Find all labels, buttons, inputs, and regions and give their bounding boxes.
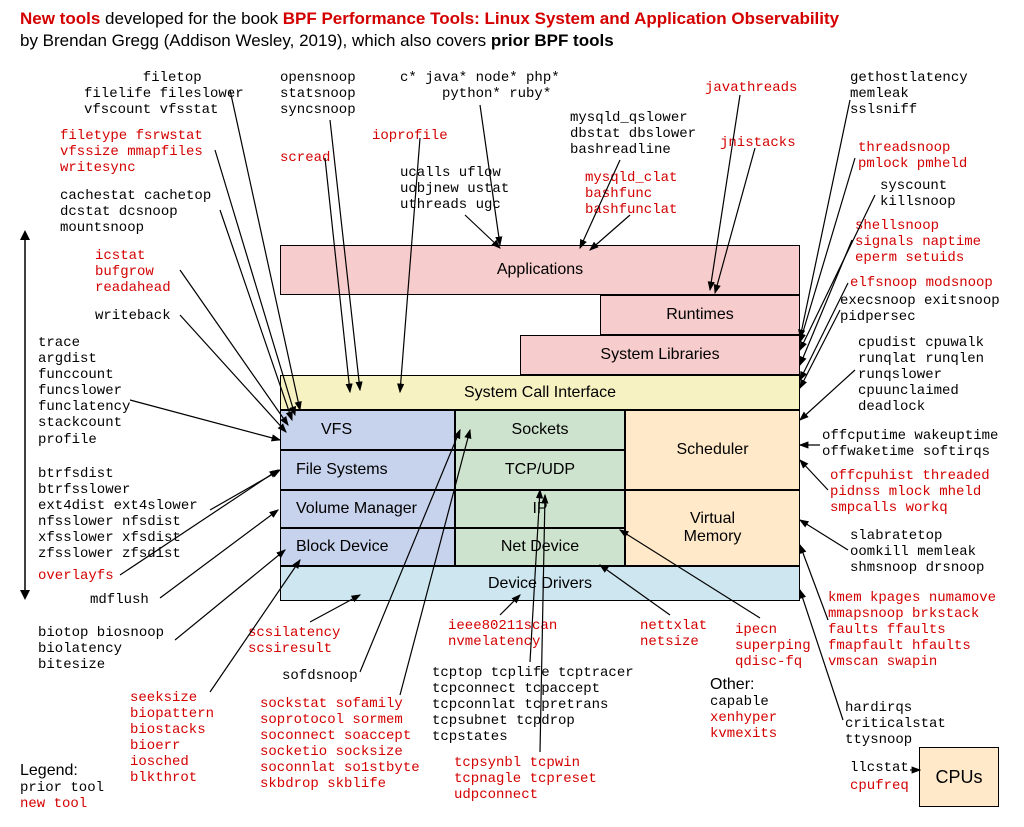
t-gethost: gethostlatency memleak sslsniff [850, 70, 968, 118]
header: New tools developed for the book BPF Per… [20, 8, 1004, 52]
t-ieee: ieee80211scan nvmelatency [448, 618, 557, 650]
lbl-sockets: Sockets [512, 421, 569, 439]
t-mdflush: mdflush [90, 592, 149, 608]
t-writeback: writeback [95, 308, 171, 324]
hdr-mid: developed for the book [100, 9, 282, 28]
t-overlayfs: overlayfs [38, 568, 114, 584]
other-xenhyper: xenhyper [710, 710, 777, 726]
t-execsnoop: execsnoop exitsnoop pidpersec [840, 293, 1000, 325]
box-blkdev: Block Device [280, 528, 455, 566]
t-sofdsnoop: sofdsnoop [282, 668, 358, 684]
t-javathreads: javathreads [705, 80, 797, 96]
t-scread: scread [280, 150, 330, 166]
lbl-ip: IP [532, 500, 547, 518]
hdr-book: BPF Performance Tools: Linux System and … [283, 9, 839, 28]
t-filetop: filetop filelife fileslower vfscount vfs… [84, 70, 244, 118]
box-syslib: System Libraries [520, 335, 800, 375]
t-sockstat: sockstat sofamily soprotocol sormem soco… [260, 696, 420, 793]
t-ioprofile: ioprofile [372, 128, 448, 144]
t-tcpsynbl: tcpsynbl tcpwin tcpnagle tcpreset udpcon… [454, 755, 597, 803]
lbl-syscall: System Call Interface [464, 384, 616, 402]
t-filetype: filetype fsrwstat vfssize mmapfiles writ… [60, 128, 203, 176]
t-mysqldclat: mysqld_clat bashfunc bashfunclat [585, 170, 677, 218]
t-kmem: kmem kpages numamove mmapsnoop brkstack … [828, 590, 996, 670]
vertical-span-arrow [18, 230, 28, 600]
box-runtimes: Runtimes [600, 295, 800, 335]
box-scheduler: Scheduler [625, 410, 800, 490]
lbl-cpus: CPUs [935, 767, 982, 788]
box-tcpudp: TCP/UDP [455, 450, 625, 490]
box-syscall: System Call Interface [280, 375, 800, 410]
t-seeksize: seeksize biopattern biostacks bioerr ios… [130, 690, 214, 787]
other-capable: capable [710, 694, 777, 710]
t-mysqld: mysqld_qslower dbstat dbslower bashreadl… [570, 110, 696, 158]
legend-title: Legend: [20, 762, 104, 780]
other-title: Other: [710, 676, 777, 694]
t-cpudist: cpudist cpuwalk runqlat runqlen runqslow… [858, 335, 984, 415]
t-biotop: biotop biosnoop biolatency bitesize [38, 625, 164, 673]
lbl-drivers: Device Drivers [488, 575, 592, 593]
t-cpufreq: cpufreq [850, 778, 909, 794]
box-netdev: Net Device [455, 528, 625, 566]
other-block: Other: capable xenhyper kvmexits [710, 676, 777, 742]
t-ipecn: ipecn superping qdisc-fq [735, 622, 811, 670]
t-offcputime: offcputime wakeuptime offwaketime softir… [822, 428, 998, 460]
t-btrfs: btrfsdist btrfsslower ext4dist ext4slowe… [38, 466, 198, 563]
t-shellsnoop: shellsnoop signals naptime eperm setuids [855, 218, 981, 266]
t-hardirqs: hardirqs criticalstat ttysnoop [845, 700, 946, 748]
t-scsi: scsilatency scsiresult [248, 625, 340, 657]
t-nettxlat: nettxlat netsize [640, 618, 707, 650]
box-applications: Applications [280, 245, 800, 295]
t-ucalls: ucalls uflow uobjnew ustat uthreads ugc [400, 165, 509, 213]
hdr-new: New tools [20, 9, 100, 28]
legend: Legend: prior tool new tool [20, 762, 104, 812]
t-syscount: syscount killsnoop [880, 178, 956, 210]
t-cstar: c* java* node* php* python* ruby* [400, 70, 560, 102]
t-elfsnoop: elfsnoop modsnoop [850, 275, 993, 291]
hdr-by: by Brendan Gregg (Addison Wesley, 2019),… [20, 31, 491, 50]
legend-prior: prior tool [20, 780, 104, 796]
t-opensnoop: opensnoop statsnoop syncsnoop [280, 70, 356, 118]
t-slabratetop: slabratetop oomkill memleak shmsnoop drs… [850, 528, 984, 576]
box-cpus: CPUs [919, 747, 999, 807]
t-threadsnoop: threadsnoop pmlock pmheld [858, 140, 967, 172]
box-vfs: VFS [280, 410, 455, 450]
lbl-fs: File Systems [296, 461, 388, 479]
box-fs: File Systems [280, 450, 455, 490]
box-vmem: Virtual Memory [625, 490, 800, 566]
t-tcptop: tcptop tcplife tcptracer tcpconnect tcpa… [432, 665, 634, 745]
box-drivers: Device Drivers [280, 566, 800, 601]
t-cachestat: cachestat cachetop dcstat dcsnoop mounts… [60, 188, 211, 236]
lbl-tcpudp: TCP/UDP [505, 461, 575, 479]
t-offcpuhist: offcpuhist threaded pidnss mlock mheld s… [830, 468, 990, 516]
hdr-prior: prior BPF tools [491, 31, 614, 50]
lbl-netdev: Net Device [501, 538, 579, 556]
lbl-vmem: Virtual Memory [684, 510, 742, 546]
box-volmgr: Volume Manager [280, 490, 455, 528]
lbl-syslib: System Libraries [600, 346, 719, 364]
box-sockets: Sockets [455, 410, 625, 450]
t-jnistacks: jnistacks [720, 135, 796, 151]
lbl-applications: Applications [497, 261, 583, 279]
other-kvmexits: kvmexits [710, 726, 777, 742]
lbl-vfs: VFS [321, 421, 352, 439]
t-icstat: icstat bufgrow readahead [95, 248, 171, 296]
lbl-runtimes: Runtimes [666, 306, 734, 324]
t-trace: trace argdist funccount funcslower funcl… [38, 335, 130, 448]
lbl-blkdev: Block Device [296, 538, 388, 556]
lbl-volmgr: Volume Manager [296, 500, 417, 518]
lbl-scheduler: Scheduler [676, 441, 748, 459]
box-ip: IP [455, 490, 625, 528]
t-llcstat: llcstat [850, 760, 909, 776]
legend-new: new tool [20, 796, 104, 812]
